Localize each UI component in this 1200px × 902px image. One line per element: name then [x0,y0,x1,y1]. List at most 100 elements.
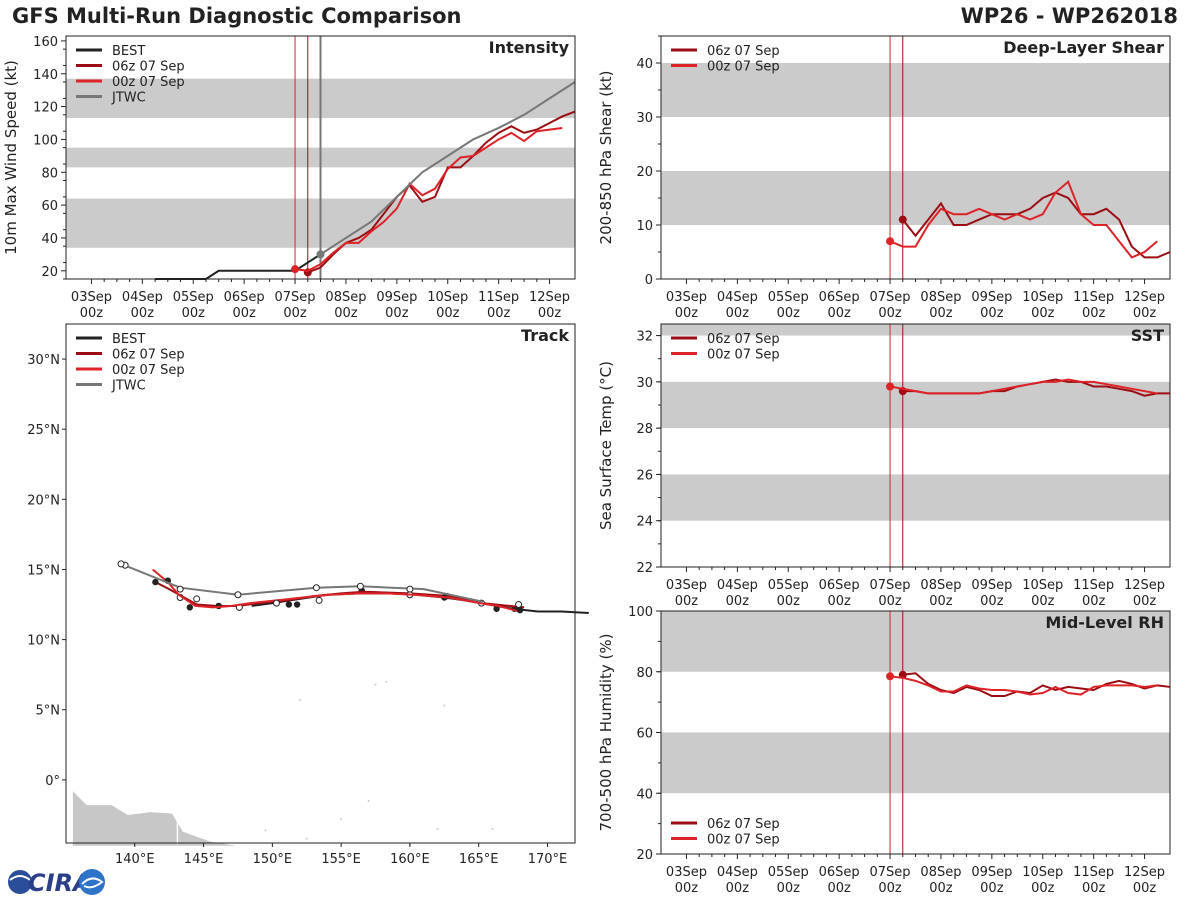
track-point [493,605,500,612]
x-tick-hour: 00z [1031,594,1055,609]
x-tick-hour: 00z [929,881,953,896]
x-tick-hour: 00z [1133,594,1157,609]
x-tick-day: 05Sep [173,290,214,305]
init-point [898,215,907,224]
x-tick-hour: 00z [675,306,699,321]
plot-frame [660,35,1171,280]
y-tick-label: 20 [41,265,58,280]
panel-rh: 2040608010003Sep00z04Sep00z05Sep00z06Sep… [597,605,1171,896]
x-tick-day: 11Sep [1073,865,1114,880]
x-tick-day: 06Sep [819,578,860,593]
plot-frame [65,35,576,280]
x-tick-hour: 00z [232,306,256,321]
island [305,837,308,840]
lat-tick-label: 10°N [27,634,60,649]
legend-label: 00z 07 Sep [707,60,780,75]
x-tick-hour: 00z [334,306,358,321]
shaded-band [661,324,1170,336]
x-tick-day: 07Sep [275,290,316,305]
x-tick-day: 06Sep [224,290,265,305]
track-point-open [356,582,364,590]
x-tick-day: 07Sep [870,578,911,593]
y-tick-label: 30 [636,376,653,391]
y-tick-label: 32 [636,330,653,345]
lat-tick-label: 15°N [27,563,60,578]
legend-label: 06z 07 Sep [707,44,780,59]
x-tick-day: 06Sep [819,290,860,305]
series-line-run00 [889,180,1158,259]
x-tick-hour: 00z [436,306,460,321]
x-tick-hour: 00z [777,881,801,896]
track-point-open [234,591,242,599]
island [443,704,446,707]
y-tick-label: 100 [33,133,58,148]
legend-label: 06z 07 Sep [707,817,780,832]
x-tick-day: 08Sep [325,290,366,305]
x-tick-day: 07Sep [870,290,911,305]
x-tick-hour: 00z [80,306,104,321]
x-tick-day: 10Sep [427,290,468,305]
x-tick-hour: 00z [1082,594,1106,609]
x-tick-hour: 00z [929,594,953,609]
y-tick-label: 60 [636,727,653,742]
track-point [293,601,301,608]
x-tick-day: 12Sep [1124,578,1165,593]
lon-tick-label: 150°E [253,852,293,867]
plot-frame [660,610,1171,855]
y-tick-label: 0 [645,273,653,288]
panel-intensity: 2040608010012014016003Sep00z04Sep00z05Se… [2,35,576,321]
x-tick-hour: 00z [538,306,562,321]
init-point [886,237,895,246]
x-tick-hour: 00z [1133,306,1157,321]
lat-tick-label: 20°N [27,493,60,508]
legend-label: BEST [112,332,145,347]
init-point [291,265,300,274]
y-tick-label: 28 [636,422,653,437]
y-tick-label: 80 [636,666,653,681]
y-tick-label: 10 [636,219,653,234]
storm-id: WP26 - WP262018 [960,4,1178,28]
x-tick-day: 10Sep [1022,290,1063,305]
init-point [886,672,895,681]
lon-tick-label: 155°E [321,852,361,867]
x-tick-hour: 00z [726,594,750,609]
lat-tick-label: 30°N [27,353,60,368]
x-tick-day: 09Sep [971,290,1012,305]
x-tick-day: 03Sep [666,865,707,880]
y-tick-label: 60 [41,199,58,214]
x-tick-hour: 00z [385,306,409,321]
x-tick-day: 04Sep [717,290,758,305]
island [264,829,267,832]
y-tick-label: 24 [636,515,653,530]
y-axis-label: 700-500 hPa Humidity (%) [597,633,615,831]
island [436,827,439,830]
y-tick-label: 40 [636,57,653,72]
shaded-band [661,474,1170,521]
x-tick-day: 11Sep [1073,578,1114,593]
x-tick-hour: 00z [1031,881,1055,896]
y-tick-label: 20 [636,848,653,863]
track-point-open [312,584,320,592]
y-tick-label: 120 [33,101,58,116]
island [340,818,343,821]
y-tick-label: 30 [636,111,653,126]
x-tick-day: 11Sep [478,290,519,305]
x-tick-hour: 00z [827,881,851,896]
island [367,799,370,802]
lat-tick-label: 25°N [27,423,60,438]
x-tick-hour: 00z [1133,881,1157,896]
legend-label: 00z 07 Sep [112,75,185,90]
x-tick-hour: 00z [878,306,902,321]
panel-title: Deep-Layer Shear [1003,38,1164,57]
plot-frame [65,323,576,844]
x-tick-day: 10Sep [1022,578,1063,593]
y-tick-label: 40 [41,232,58,247]
x-tick-hour: 00z [675,594,699,609]
x-tick-day: 04Sep [717,865,758,880]
x-tick-day: 12Sep [1124,290,1165,305]
x-tick-hour: 00z [726,306,750,321]
y-tick-label: 40 [636,787,653,802]
y-tick-label: 160 [33,35,58,50]
lon-tick-label: 160°E [390,852,430,867]
